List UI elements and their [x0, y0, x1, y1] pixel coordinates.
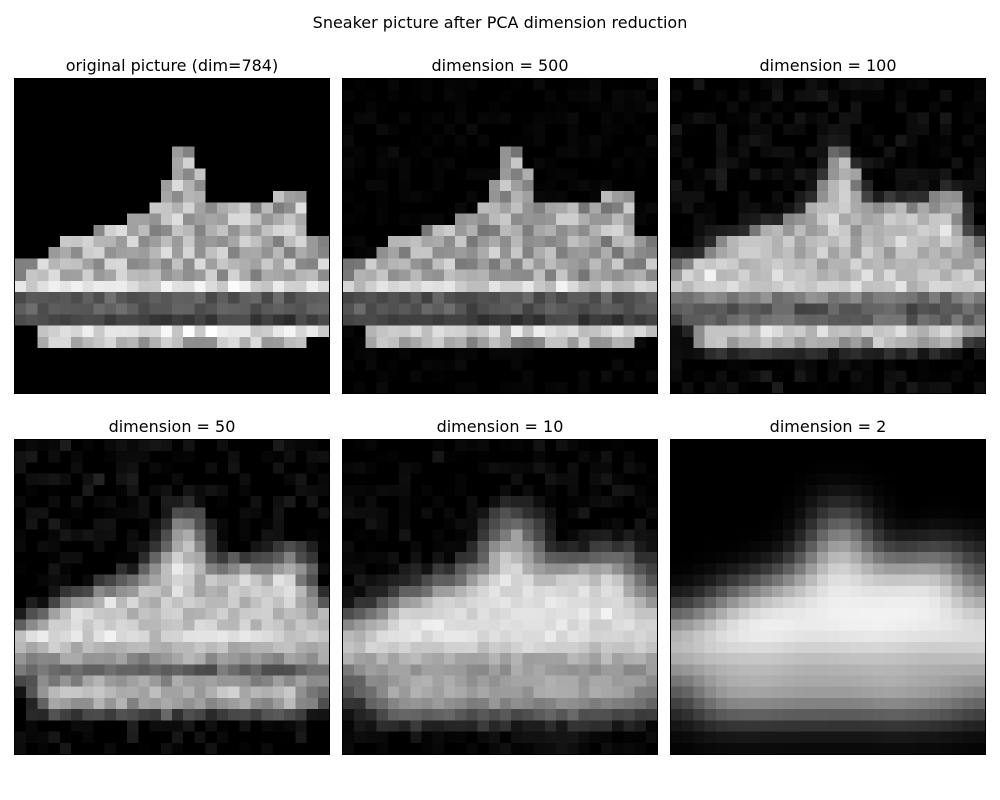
- image-panel-dim-50: [14, 439, 330, 755]
- sneaker-image-dim-100: [671, 79, 985, 393]
- sneaker-image-dim-10: [343, 440, 657, 754]
- panel-title-dim-500: dimension = 500: [342, 56, 658, 75]
- panel-title-dim-10: dimension = 10: [342, 417, 658, 436]
- panel-title-dim-100: dimension = 100: [670, 56, 986, 75]
- sneaker-image-dim-50: [15, 440, 329, 754]
- sneaker-image-dim-2: [671, 440, 985, 754]
- image-panel-dim-100: [670, 78, 986, 394]
- sneaker-image-dim-500: [343, 79, 657, 393]
- sneaker-image-original: [15, 79, 329, 393]
- image-panel-dim-10: [342, 439, 658, 755]
- figure-title: Sneaker picture after PCA dimension redu…: [0, 13, 1000, 32]
- panel-title-dim-50: dimension = 50: [14, 417, 330, 436]
- panel-title-dim-2: dimension = 2: [670, 417, 986, 436]
- panel-title-original: original picture (dim=784): [14, 56, 330, 75]
- image-panel-dim-500: [342, 78, 658, 394]
- image-panel-dim-2: [670, 439, 986, 755]
- image-panel-original: [14, 78, 330, 394]
